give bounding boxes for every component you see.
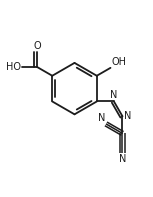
Text: HO: HO: [6, 62, 21, 72]
Text: N: N: [110, 90, 118, 100]
Text: OH: OH: [111, 57, 126, 67]
Text: N: N: [124, 111, 131, 121]
Text: O: O: [33, 41, 41, 51]
Text: N: N: [119, 154, 126, 164]
Text: N: N: [97, 113, 105, 123]
